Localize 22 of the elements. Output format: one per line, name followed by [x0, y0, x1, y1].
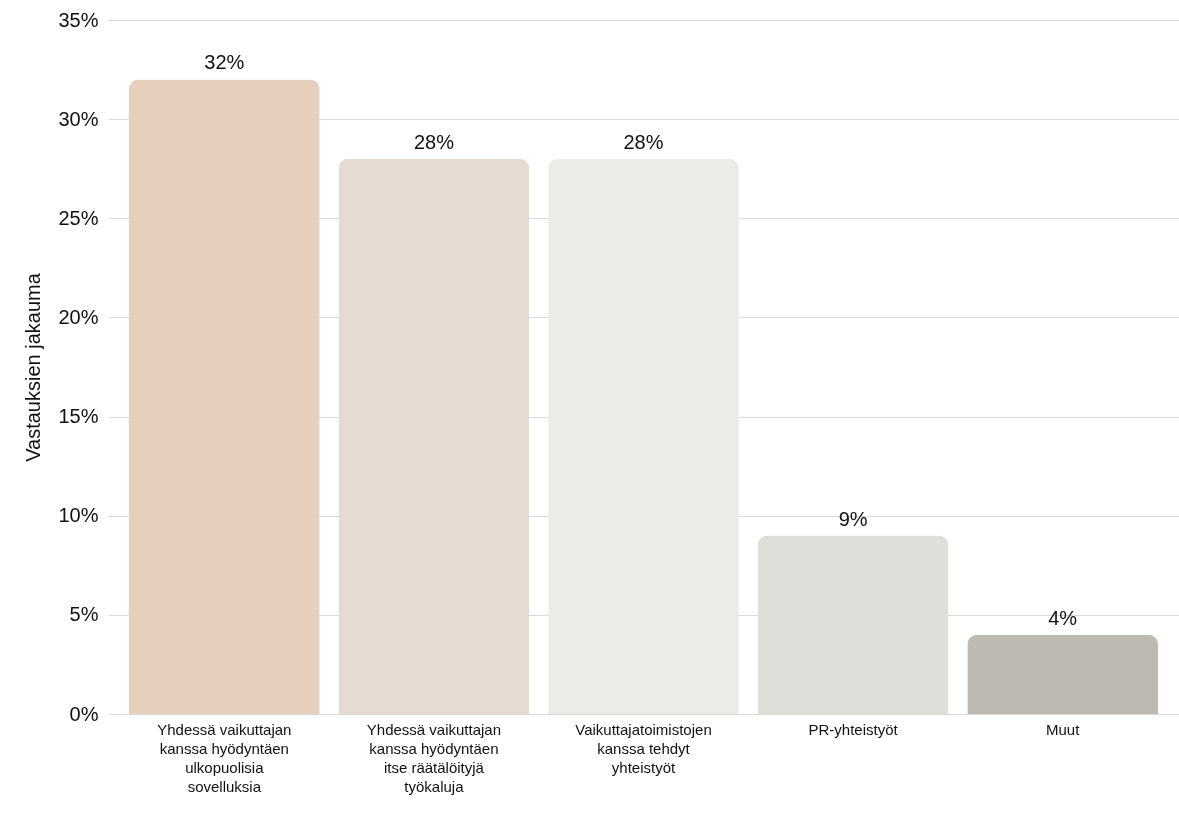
- bar: [967, 634, 1159, 714]
- y-tick-label: 5%: [69, 603, 99, 626]
- bar: [548, 158, 739, 714]
- y-tick-label: 25%: [58, 206, 99, 229]
- y-axis-title: Vastauksien jakauma: [22, 272, 45, 462]
- x-tick-label: Yhdessä vaikuttajan kanssa hyödyntäen ulkopuolisia sovelluksia: [157, 720, 292, 795]
- data-label: 28%: [623, 130, 664, 153]
- y-tick-label: 10%: [58, 504, 99, 527]
- x-tick-label: PR-yhteistyöt: [808, 720, 899, 738]
- data-label: 4%: [1048, 606, 1078, 629]
- bar: [128, 79, 320, 714]
- x-tick-label: Muut: [1046, 720, 1081, 738]
- y-tick-label: 35%: [58, 8, 99, 31]
- x-tick-label: Yhdessä vaikuttajan kanssa hyödyntäen itse räätälöityjä työkaluja: [366, 720, 502, 795]
- data-label: 9%: [838, 507, 868, 530]
- y-tick-label: 15%: [58, 405, 99, 428]
- y-tick-label: 0%: [69, 702, 99, 725]
- y-tick-label: 20%: [58, 305, 99, 328]
- data-label: 28%: [413, 130, 455, 153]
- x-tick-label: Vaikuttajatoimistojen kanssa tehdyt yhteistyöt: [575, 720, 712, 776]
- y-tick-label: 30%: [58, 107, 99, 130]
- data-label: 32%: [204, 51, 245, 74]
